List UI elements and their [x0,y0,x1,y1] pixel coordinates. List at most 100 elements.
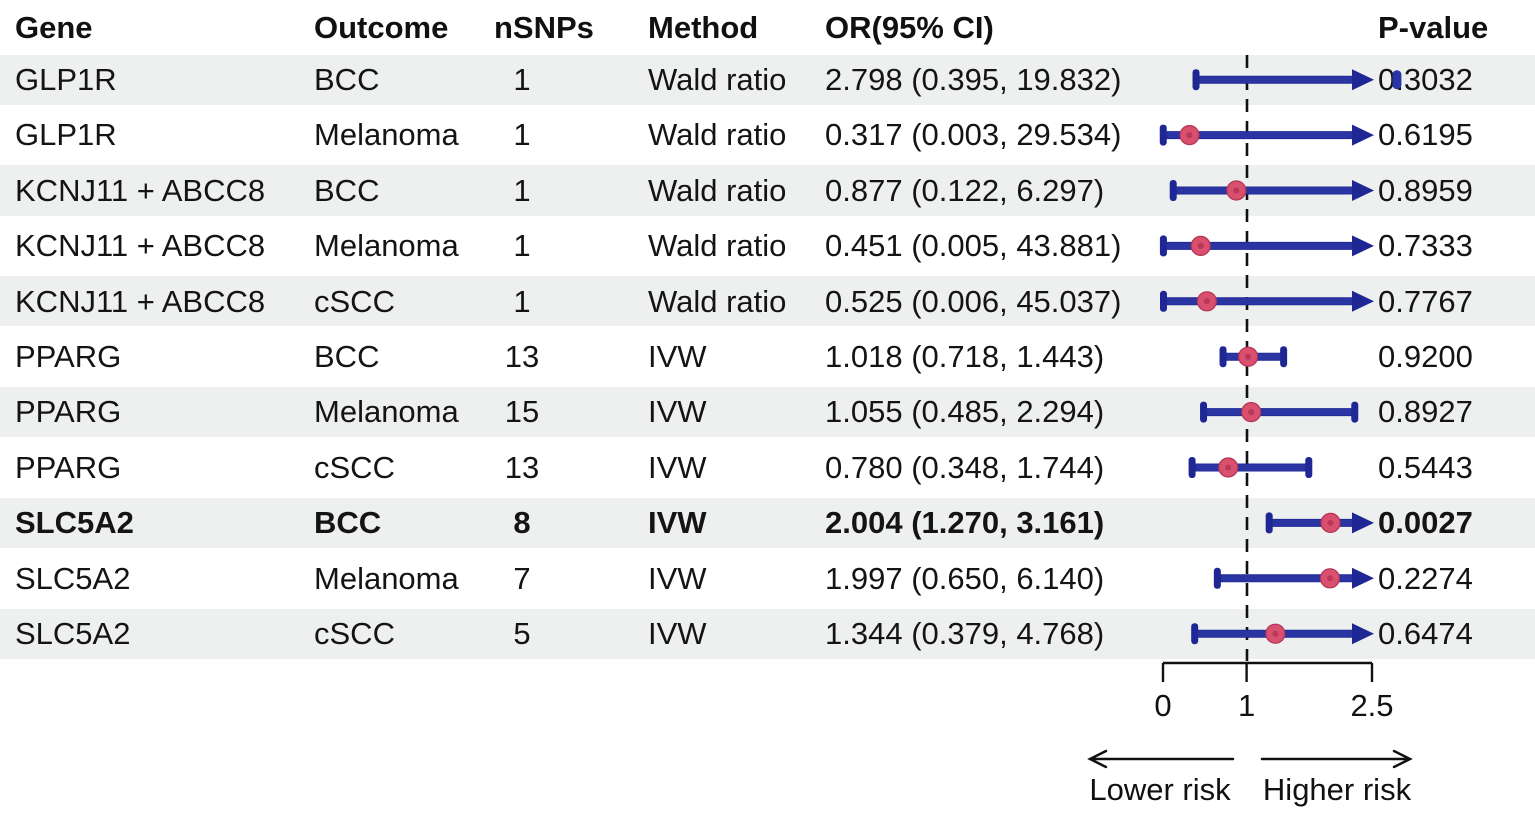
cell-or-ci: 2.004 (1.270, 3.161) [825,505,1105,541]
higher-risk-label: Higher risk [1262,772,1412,807]
cell-gene: PPARG [15,394,122,430]
cell-nsnps: 15 [504,394,540,430]
cell-outcome: cSCC [314,449,395,485]
cell-method: IVW [648,394,707,430]
column-header-or-ci: OR(95% CI) [825,10,994,45]
cell-outcome: cSCC [314,616,395,651]
ci-arrow-right [1352,567,1374,589]
cell-pvalue: 0.8927 [1378,394,1473,430]
cell-pvalue: 0.7333 [1378,228,1473,264]
cell-method: Wald ratio [648,228,787,264]
cell-nsnps: 13 [504,449,540,485]
cell-nsnps: 8 [513,505,531,541]
cell-method: Wald ratio [648,117,787,153]
cell-pvalue: 0.0027 [1378,505,1473,541]
cell-gene: KCNJ11 + ABCC8 [15,228,266,264]
or-dot-core [1245,353,1252,360]
axis-tick-label: 0 [1154,688,1171,723]
row-stripe [0,386,1535,438]
ci-cap-left [1219,346,1227,368]
cell-outcome: BCC [314,172,380,208]
cell-outcome: BCC [314,62,380,97]
cell-pvalue: 0.6195 [1378,117,1473,153]
lower-risk-arrow [1087,749,1235,769]
cell-pvalue: 0.8959 [1378,172,1473,208]
cell-or-ci: 0.451 (0.005, 43.881) [825,228,1122,264]
cell-or-ci: 0.525 (0.006, 45.037) [825,283,1122,319]
ci-arrow-right [1352,235,1374,257]
cell-gene: GLP1R [15,117,117,153]
cell-nsnps: 1 [513,283,531,319]
cell-or-ci: 2.798 (0.395, 19.832) [825,62,1122,97]
or-dot [1179,125,1200,146]
or-dot-core [1225,464,1232,471]
cell-outcome: BCC [314,505,382,541]
cell-or-ci: 0.780 (0.348, 1.744) [825,449,1105,485]
cell-outcome: BCC [314,339,380,374]
cell-nsnps: 13 [504,339,540,374]
cell-method: IVW [648,339,707,374]
or-dot-core [1186,132,1193,139]
column-header-pvalue: P-value [1378,10,1489,45]
cell-gene: PPARG [15,449,122,485]
cell-method: IVW [648,505,707,541]
ci-arrow-right [1352,124,1374,146]
column-header-outcome: Outcome [314,10,449,45]
cell-or-ci: 1.997 (0.650, 6.140) [825,560,1105,596]
column-header-method: Method [648,10,759,45]
or-dot [1218,457,1239,478]
cell-method: IVW [648,616,707,651]
or-dot-core [1326,575,1333,582]
cell-outcome: Melanoma [314,560,459,596]
cell-nsnps: 5 [513,616,531,651]
cell-method: IVW [648,560,707,596]
cell-pvalue: 0.2274 [1378,560,1473,596]
cell-nsnps: 7 [513,560,531,596]
cell-pvalue: 0.7767 [1378,283,1473,319]
cell-outcome: Melanoma [314,394,459,430]
column-header-gene: Gene [15,10,93,45]
cell-or-ci: 1.344 (0.379, 4.768) [825,616,1105,651]
cell-method: IVW [648,449,707,485]
row-stripe [0,497,1535,549]
column-header-nsnps: nSNPs [494,10,594,45]
cell-or-ci: 1.018 (0.718, 1.443) [825,339,1105,374]
cell-pvalue: 0.9200 [1378,339,1473,374]
cell-method: Wald ratio [648,62,787,97]
ci-bar [1162,131,1354,140]
cell-nsnps: 1 [513,172,531,208]
higher-risk-arrow [1260,749,1413,769]
ci-cap-right [1280,346,1288,368]
or-dot-core [1197,242,1204,249]
cell-method: Wald ratio [648,172,787,208]
ci-cap-left [1159,235,1167,257]
ci-cap-left [1159,124,1167,146]
row-stripe [0,608,1535,659]
cell-or-ci: 1.055 (0.485, 2.294) [825,394,1105,430]
lower-risk-label: Lower risk [1089,772,1231,807]
cell-outcome: Melanoma [314,228,459,264]
ci-cap-left [1213,567,1221,589]
cell-gene: KCNJ11 + ABCC8 [15,283,266,319]
or-dot [1319,568,1341,589]
cell-gene: GLP1R [15,62,117,97]
cell-or-ci: 0.317 (0.003, 29.534) [825,117,1122,153]
axis-tick-label: 1 [1238,688,1255,723]
cell-or-ci: 0.877 (0.122, 6.297) [825,172,1105,208]
ci-bar [1191,463,1311,472]
cell-nsnps: 1 [513,62,531,97]
ci-cap-left [1188,457,1196,478]
ci-bar [1216,574,1354,583]
ci-cap-right [1305,457,1313,478]
cell-method: Wald ratio [648,283,787,319]
cell-pvalue: 0.6474 [1378,616,1473,651]
or-dot [1238,346,1259,367]
cell-gene: PPARG [15,339,122,374]
cell-gene: SLC5A2 [15,560,131,596]
cell-pvalue: 0.3032 [1378,62,1473,97]
cell-nsnps: 1 [513,117,531,153]
cell-pvalue: 0.5443 [1378,449,1473,485]
cell-gene: SLC5A2 [15,616,131,651]
ci-bar [1163,241,1354,250]
